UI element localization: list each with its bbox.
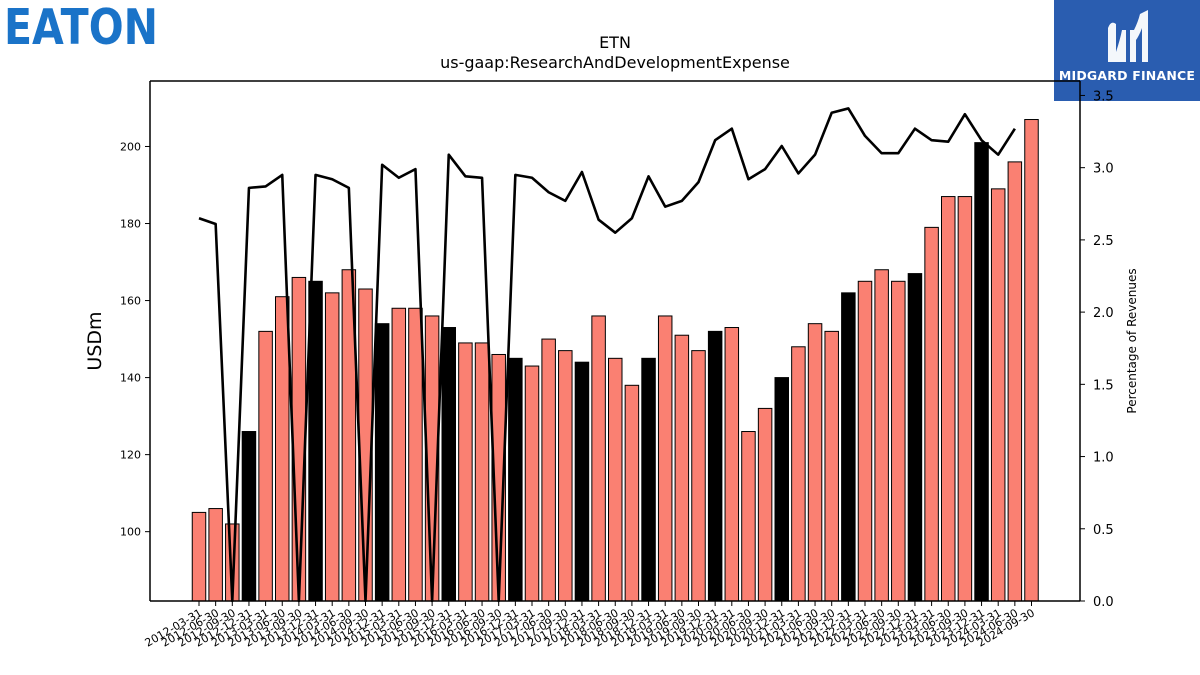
- bar-2019-03-31: [657, 315, 673, 602]
- y2-tick-label-3.0: 3.0: [1093, 162, 1114, 177]
- bar-2022-09-30: [891, 280, 906, 602]
- bar-2017-12-31: [574, 361, 590, 602]
- y2-tick-label-1.5: 1.5: [1093, 378, 1114, 393]
- eaton-logo-text: EATON: [4, 4, 158, 48]
- bar-2023-03-31: [924, 226, 939, 602]
- bar-2021-06-30: [807, 323, 823, 602]
- midgard-emblem-icon: [1108, 10, 1148, 63]
- bar-2022-06-30: [874, 269, 889, 602]
- bar-2013-09-30: [291, 276, 307, 602]
- bar-2015-03-31: [391, 307, 407, 602]
- y-tick-label-100: 100: [120, 526, 141, 539]
- bar-2023-09-30: [957, 196, 973, 602]
- y2-axis-label: Percentage of Revenues: [1125, 268, 1139, 413]
- bar-2017-03-31: [524, 365, 540, 602]
- bar-2019-12-31: [707, 330, 723, 602]
- y2-tick-label-0.5: 0.5: [1093, 523, 1114, 538]
- chart-subtitle: us-gaap:ResearchAndDevelopmentExpense: [440, 53, 790, 72]
- bar-2020-06-30: [741, 431, 756, 602]
- midgard-finance-logo: MIDGARD FINANCE: [1054, 0, 1200, 101]
- bar-2015-06-30: [408, 307, 423, 602]
- bar-2021-03-31: [791, 346, 806, 602]
- bar-2018-12-31: [641, 357, 656, 602]
- bar-2012-03-31: [191, 511, 207, 602]
- bar-2013-03-31: [258, 330, 273, 602]
- bar-2014-03-31: [324, 292, 340, 602]
- bar-2018-06-30: [608, 357, 623, 602]
- eaton-logo: EATON: [4, 0, 160, 56]
- bar-2016-03-31: [458, 342, 473, 602]
- bar-2020-12-31: [774, 377, 789, 602]
- bar-2017-06-30: [541, 338, 556, 602]
- bar-2024-06-30: [1007, 161, 1023, 602]
- bar-2013-06-30: [275, 296, 290, 602]
- y-tick-label-180: 180: [120, 218, 141, 231]
- y2-tick-label-2.0: 2.0: [1093, 306, 1114, 321]
- bar-2018-03-31: [591, 315, 606, 602]
- bar-2013-12-31: [308, 280, 323, 602]
- bar-2021-09-30: [824, 330, 839, 602]
- bar-2022-03-31: [857, 280, 873, 602]
- bar-2022-12-31: [907, 273, 923, 602]
- y2-tick-label-0.0: 0.0: [1093, 595, 1114, 610]
- bar-2012-06-30: [208, 508, 223, 602]
- y-tick-label-140: 140: [120, 372, 141, 385]
- bar-2014-12-31: [374, 323, 390, 602]
- y-axis-label: USDm: [84, 311, 106, 370]
- chart-title: ETN: [599, 33, 631, 52]
- bar-2018-09-30: [624, 384, 640, 602]
- bar-2024-09-30: [1024, 119, 1039, 602]
- y2-tick-label-2.5: 2.5: [1093, 234, 1114, 249]
- y-tick-label-120: 120: [120, 449, 141, 462]
- bar-2023-06-30: [941, 196, 956, 602]
- y-tick-label-160: 160: [120, 295, 141, 308]
- bar-2020-09-30: [757, 407, 773, 602]
- bar-2017-09-30: [558, 350, 573, 602]
- y2-tick-label-1.0: 1.0: [1093, 451, 1114, 466]
- y-tick-label-200: 200: [120, 140, 141, 153]
- midgard-finance-label: MIDGARD FINANCE: [1058, 68, 1196, 83]
- bar-2023-12-31: [974, 142, 989, 602]
- bar-2016-12-31: [508, 357, 523, 602]
- bar-2012-12-31: [241, 431, 257, 602]
- bar-2021-12-31: [841, 292, 856, 602]
- bar-2024-03-31: [990, 188, 1006, 602]
- bar-2019-06-30: [674, 334, 690, 602]
- pct-revenue-line: [198, 107, 1016, 603]
- y2-tick-label-3.5: 3.5: [1093, 89, 1114, 104]
- bar-2019-09-30: [691, 350, 706, 602]
- bar-2016-06-30: [474, 342, 490, 602]
- bar-2015-12-31: [441, 327, 456, 602]
- bar-2020-03-31: [724, 327, 740, 602]
